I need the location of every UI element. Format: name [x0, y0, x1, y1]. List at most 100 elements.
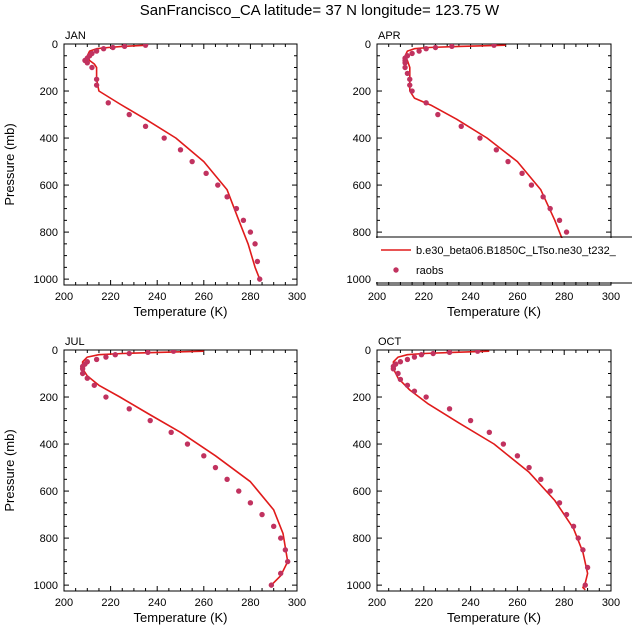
panel-title: APR	[378, 30, 401, 42]
y-tick-label: 600	[353, 486, 371, 498]
raobs-point	[268, 582, 275, 588]
y-tick-label: 200	[353, 392, 371, 404]
raobs-point	[161, 135, 167, 141]
raobs-point	[103, 394, 109, 400]
x-tick-label: 240	[461, 597, 479, 609]
raobs-point	[404, 382, 411, 388]
panel-oct-data	[390, 350, 591, 591]
y-tick-label: 400	[353, 133, 371, 145]
raobs-point	[121, 44, 128, 50]
panel-jul-data	[79, 350, 291, 588]
raobs-point	[252, 241, 258, 247]
raobs-point	[547, 205, 553, 212]
y-tick-label: 1000	[34, 580, 58, 592]
x-tick-label: 200	[368, 291, 386, 303]
raobs-point	[93, 48, 100, 54]
legend-raobs-swatch	[393, 267, 399, 273]
raobs-point	[89, 64, 95, 71]
raobs-point	[556, 500, 563, 506]
raobs-point	[170, 350, 177, 354]
panel-oct: 200 220 240 260 280 300 0 200 400 600 800 1000 OCT Te…	[347, 336, 621, 625]
raobs-point	[458, 123, 464, 129]
panel-jan: 200 220 240 260 280 300 0 200 400 600 800 1000 JAN Te…	[2, 30, 306, 319]
raobs-point	[254, 258, 261, 265]
x-tick-label: 260	[508, 291, 526, 303]
raobs-point	[505, 158, 511, 165]
raobs-point	[582, 582, 588, 588]
raobs-point	[584, 564, 591, 571]
raobs-point	[435, 111, 441, 118]
raobs-point	[215, 182, 221, 188]
raobs-point	[105, 100, 111, 106]
raobs-point	[110, 44, 116, 51]
raobs-point	[407, 82, 413, 88]
raobs-point	[446, 350, 453, 356]
y-tick-label: 1000	[347, 580, 371, 592]
y-axis-label: Pressure (mb)	[2, 123, 17, 205]
x-tick-label: 280	[241, 291, 259, 303]
raobs-point	[570, 523, 577, 530]
raobs-point	[203, 170, 209, 177]
raobs-point	[404, 70, 411, 77]
raobs-point	[402, 60, 408, 66]
raobs-point	[486, 429, 493, 435]
y-tick-label: 1000	[34, 274, 58, 286]
raobs-point	[538, 476, 544, 483]
raobs-point	[519, 170, 525, 177]
panel-apr: 200 220 240 260 280 300 0 200 400 600 800 1000 APR Te…	[347, 30, 621, 319]
x-tick-label: 300	[288, 291, 306, 303]
raobs-point	[418, 352, 425, 358]
raobs-point	[271, 523, 277, 530]
raobs-point	[446, 406, 453, 412]
raobs-point	[79, 366, 86, 372]
x-tick-label: 200	[368, 597, 386, 609]
panel-jul: 200 220 240 260 280 300 0 200 400 600 800 1000 JUL Te…	[2, 336, 306, 625]
raobs-point	[84, 60, 91, 66]
raobs-point	[168, 429, 174, 435]
y-tick-label: 400	[40, 133, 58, 145]
y-tick-label: 600	[353, 180, 371, 192]
legend-raobs-label: raobs	[416, 265, 444, 277]
x-tick-label: 220	[415, 291, 433, 303]
raobs-point	[395, 370, 401, 377]
raobs-point	[500, 441, 507, 447]
raobs-point	[259, 511, 265, 518]
y-tick-label: 800	[353, 227, 371, 239]
y-tick-label: 600	[40, 180, 58, 192]
x-tick-label: 300	[602, 597, 620, 609]
x-tick-label: 280	[555, 291, 573, 303]
raobs-point	[563, 229, 570, 235]
x-tick-label: 200	[55, 597, 73, 609]
raobs-point	[91, 382, 97, 388]
raobs-point	[247, 229, 254, 235]
raobs-point	[467, 417, 474, 424]
y-tick-label: 200	[40, 86, 58, 98]
raobs-point	[526, 464, 532, 471]
raobs-point	[404, 356, 411, 363]
raobs-point	[184, 441, 191, 447]
raobs-point	[411, 388, 418, 394]
raobs-point	[212, 464, 219, 471]
legend-background	[376, 238, 632, 282]
y-tick-label: 400	[353, 439, 371, 451]
raobs-point	[397, 359, 404, 365]
raobs-point	[514, 453, 521, 459]
raobs-point	[423, 46, 429, 52]
x-tick-label: 240	[461, 291, 479, 303]
x-tick-label: 220	[415, 597, 433, 609]
raobs-point	[247, 500, 254, 506]
raobs-point	[142, 44, 149, 48]
raobs-point	[491, 44, 497, 48]
raobs-point	[449, 44, 455, 50]
raobs-point	[277, 535, 284, 541]
x-tick-label: 260	[508, 597, 526, 609]
raobs-point	[93, 82, 100, 88]
raobs-point	[240, 217, 247, 224]
panel-oct-frame	[376, 349, 612, 592]
legend-model-label: b.e30_beta06.B1850C_LTso.ne30_t232_	[416, 245, 617, 257]
x-tick-label: 280	[555, 597, 573, 609]
raobs-point	[224, 476, 230, 483]
x-axis-label: Temperature (K)	[134, 304, 228, 319]
raobs-point	[103, 354, 109, 360]
